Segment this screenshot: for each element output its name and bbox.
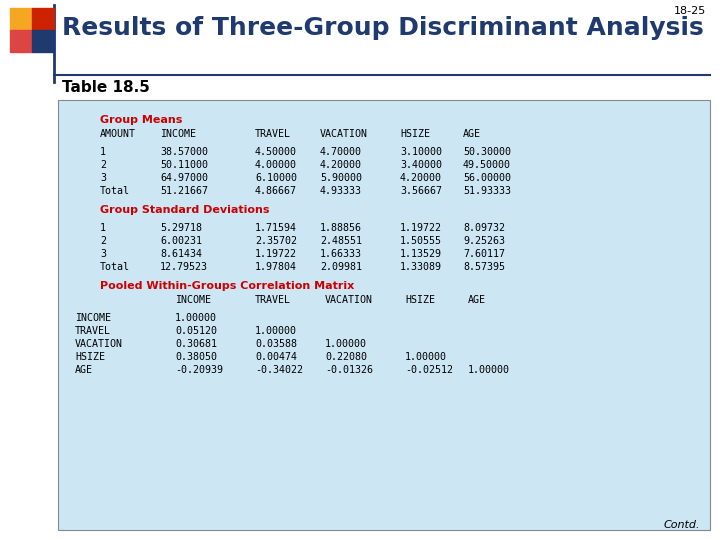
Text: AGE: AGE <box>463 129 481 139</box>
Text: INCOME: INCOME <box>160 129 196 139</box>
Text: 7.60117: 7.60117 <box>463 249 505 259</box>
Text: 18-25: 18-25 <box>674 6 706 16</box>
Text: 1.13529: 1.13529 <box>400 249 442 259</box>
Text: 3.10000: 3.10000 <box>400 147 442 157</box>
Text: 8.61434: 8.61434 <box>160 249 202 259</box>
Text: 50.30000: 50.30000 <box>463 147 511 157</box>
Text: 9.25263: 9.25263 <box>463 236 505 246</box>
Text: AGE: AGE <box>75 365 93 375</box>
Text: 1.88856: 1.88856 <box>320 223 362 233</box>
Text: HSIZE: HSIZE <box>400 129 430 139</box>
Text: 2: 2 <box>100 236 106 246</box>
Text: VACATION: VACATION <box>75 339 123 349</box>
Text: -0.34022: -0.34022 <box>255 365 303 375</box>
Text: 4.00000: 4.00000 <box>255 160 297 170</box>
Text: 1: 1 <box>100 147 106 157</box>
Text: Total: Total <box>100 186 130 196</box>
Text: 2: 2 <box>100 160 106 170</box>
Text: 1.97804: 1.97804 <box>255 262 297 272</box>
Text: 6.00231: 6.00231 <box>160 236 202 246</box>
Text: Table 18.5: Table 18.5 <box>62 80 150 95</box>
Text: 3: 3 <box>100 249 106 259</box>
Text: 1.19722: 1.19722 <box>255 249 297 259</box>
Text: 0.00474: 0.00474 <box>255 352 297 362</box>
Text: 0.03588: 0.03588 <box>255 339 297 349</box>
Text: 1.00000: 1.00000 <box>255 326 297 336</box>
Text: 38.57000: 38.57000 <box>160 147 208 157</box>
Text: Contd.: Contd. <box>664 520 700 530</box>
Text: 4.70000: 4.70000 <box>320 147 362 157</box>
Text: AGE: AGE <box>468 295 486 305</box>
Bar <box>32 8 54 30</box>
Text: 4.50000: 4.50000 <box>255 147 297 157</box>
Text: 50.11000: 50.11000 <box>160 160 208 170</box>
Text: 3.56667: 3.56667 <box>400 186 442 196</box>
Text: 1.66333: 1.66333 <box>320 249 362 259</box>
Text: VACATION: VACATION <box>325 295 373 305</box>
Text: Results of Three-Group Discriminant Analysis: Results of Three-Group Discriminant Anal… <box>62 16 703 40</box>
Text: 12.79523: 12.79523 <box>160 262 208 272</box>
Text: TRAVEL: TRAVEL <box>255 295 291 305</box>
Text: 4.86667: 4.86667 <box>255 186 297 196</box>
Text: Group Means: Group Means <box>100 115 182 125</box>
Text: 1.00000: 1.00000 <box>325 339 367 349</box>
Text: 51.21667: 51.21667 <box>160 186 208 196</box>
Text: 1.50555: 1.50555 <box>400 236 442 246</box>
Text: 1.00000: 1.00000 <box>468 365 510 375</box>
Bar <box>58 100 710 530</box>
Text: 2.35702: 2.35702 <box>255 236 297 246</box>
Text: 56.00000: 56.00000 <box>463 173 511 183</box>
Text: -0.02512: -0.02512 <box>405 365 453 375</box>
Text: 49.50000: 49.50000 <box>463 160 511 170</box>
Text: 6.10000: 6.10000 <box>255 173 297 183</box>
Text: 0.30681: 0.30681 <box>175 339 217 349</box>
Text: 1.00000: 1.00000 <box>405 352 447 362</box>
Text: 3: 3 <box>100 173 106 183</box>
Text: AMOUNT: AMOUNT <box>100 129 136 139</box>
Text: 0.22080: 0.22080 <box>325 352 367 362</box>
Text: 2.09981: 2.09981 <box>320 262 362 272</box>
Bar <box>32 30 54 52</box>
Text: 4.20000: 4.20000 <box>320 160 362 170</box>
Text: Pooled Within-Groups Correlation Matrix: Pooled Within-Groups Correlation Matrix <box>100 281 354 291</box>
Text: Total: Total <box>100 262 130 272</box>
Text: 2.48551: 2.48551 <box>320 236 362 246</box>
Text: 1.00000: 1.00000 <box>175 313 217 323</box>
Text: 5.90000: 5.90000 <box>320 173 362 183</box>
Text: VACATION: VACATION <box>320 129 368 139</box>
Text: 1.33089: 1.33089 <box>400 262 442 272</box>
Text: 51.93333: 51.93333 <box>463 186 511 196</box>
Text: INCOME: INCOME <box>175 295 211 305</box>
Text: TRAVEL: TRAVEL <box>255 129 291 139</box>
Text: 1: 1 <box>100 223 106 233</box>
Bar <box>10 30 32 52</box>
Text: 0.05120: 0.05120 <box>175 326 217 336</box>
Text: HSIZE: HSIZE <box>75 352 105 362</box>
Text: TRAVEL: TRAVEL <box>75 326 111 336</box>
Text: 64.97000: 64.97000 <box>160 173 208 183</box>
Text: 1.71594: 1.71594 <box>255 223 297 233</box>
Text: 0.38050: 0.38050 <box>175 352 217 362</box>
Text: INCOME: INCOME <box>75 313 111 323</box>
Text: 4.93333: 4.93333 <box>320 186 362 196</box>
Text: -0.01326: -0.01326 <box>325 365 373 375</box>
Text: 8.57395: 8.57395 <box>463 262 505 272</box>
Bar <box>10 8 32 30</box>
Text: 5.29718: 5.29718 <box>160 223 202 233</box>
Text: 4.20000: 4.20000 <box>400 173 442 183</box>
Text: 3.40000: 3.40000 <box>400 160 442 170</box>
Text: -0.20939: -0.20939 <box>175 365 223 375</box>
Text: HSIZE: HSIZE <box>405 295 435 305</box>
Text: 8.09732: 8.09732 <box>463 223 505 233</box>
Text: Group Standard Deviations: Group Standard Deviations <box>100 205 269 215</box>
Text: 1.19722: 1.19722 <box>400 223 442 233</box>
